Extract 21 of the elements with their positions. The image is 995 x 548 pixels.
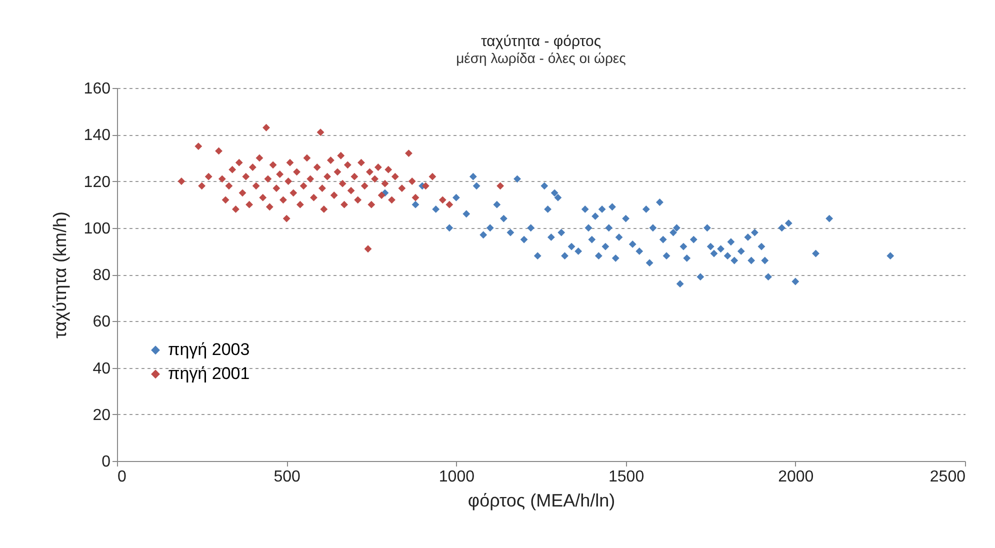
x-tick-label: 1500	[608, 468, 644, 486]
y-tick-label: 80	[92, 267, 111, 284]
y-tick-label: 60	[92, 314, 111, 331]
x-axis-title: φόρτος (ΜΕΑ/h/ln)	[468, 490, 616, 510]
y-tick-label: 40	[92, 360, 111, 378]
legend-label: πηγή 2001	[168, 364, 250, 384]
chart-title: ταχύτητα - φόρτος	[480, 33, 602, 50]
y-tick-label: 140	[84, 127, 111, 144]
y-tick-label: 0	[102, 454, 111, 470]
chart-subtitle: μέση λωρίδα - όλες οι ώρες	[456, 50, 626, 66]
x-tick-label: 2500	[930, 468, 966, 486]
y-tick-label: 120	[84, 174, 111, 191]
y-axis-title: ταχύτητα (km/h)	[50, 212, 70, 338]
y-tick-label: 20	[92, 406, 111, 424]
y-tick-label: 160	[84, 80, 111, 98]
x-tick-label: 500	[274, 468, 301, 486]
y-tick-label: 100	[84, 220, 111, 238]
x-tick-label: 2000	[778, 468, 814, 486]
legend-label: πηγή 2003	[168, 340, 250, 360]
x-tick-label: 0	[118, 468, 126, 486]
x-tick-label: 1000	[438, 468, 475, 486]
